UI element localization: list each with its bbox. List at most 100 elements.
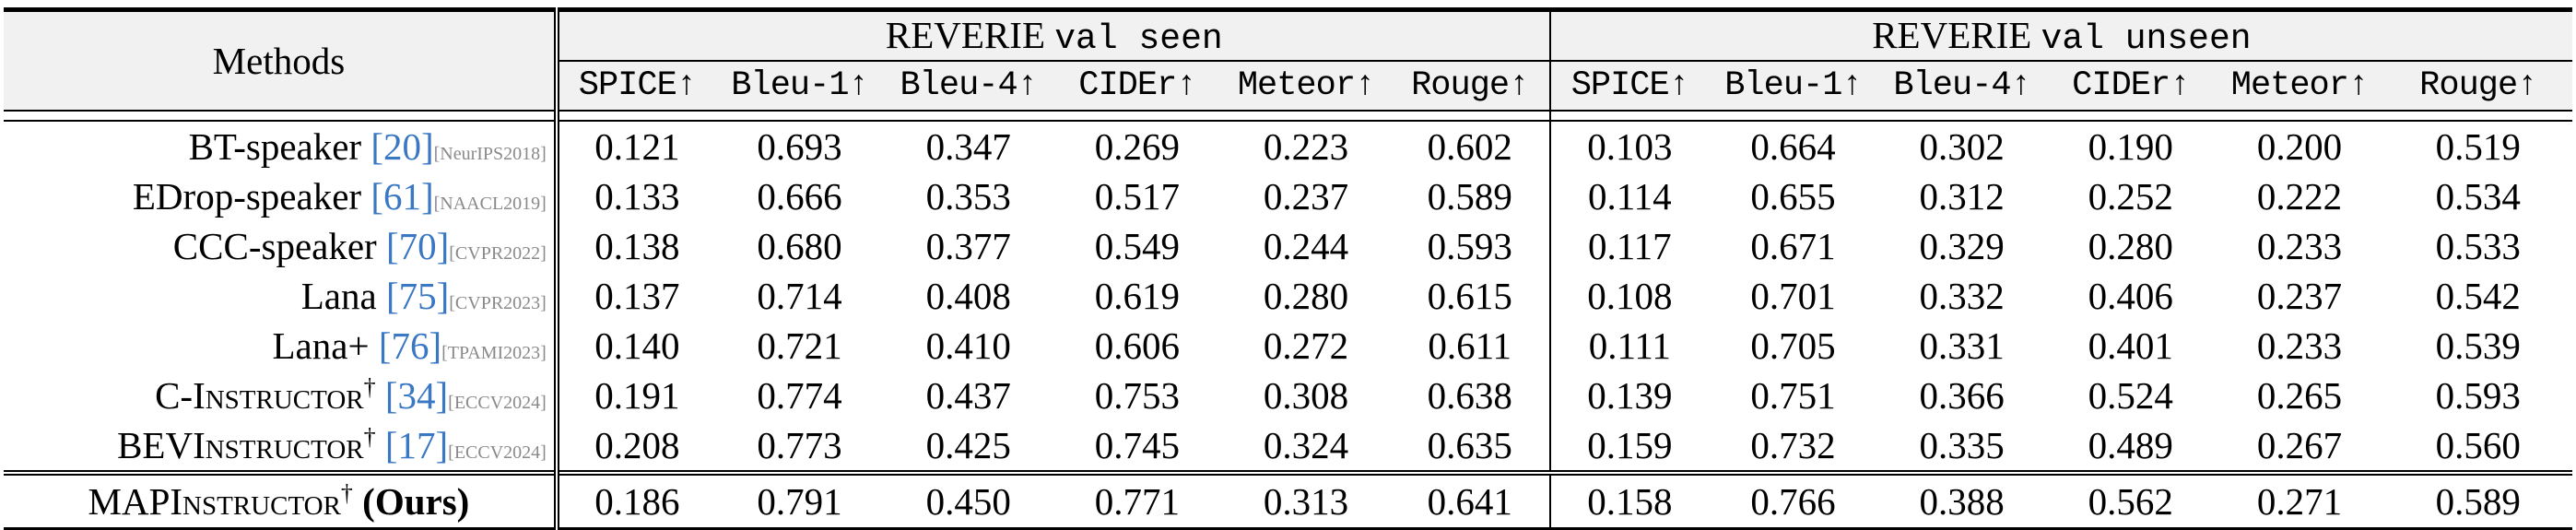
value-cell-ours-seen-1: 0.791 xyxy=(714,470,885,530)
value-cell-seen-2: 0.353 xyxy=(925,175,1011,218)
value-cell-seen-1: 0.680 xyxy=(757,225,842,267)
method-name: EDrop-speaker xyxy=(132,175,362,218)
value-cell-unseen-2: 0.312 xyxy=(1919,175,2005,218)
value-cell-ours-unseen-4: 0.271 xyxy=(2215,470,2384,530)
value-cell-unseen-3: 0.280 xyxy=(2088,225,2173,267)
value-cell-unseen-4: 0.233 xyxy=(2256,225,2343,267)
method-name: BT-speaker xyxy=(188,125,362,168)
method-name: Lana+ xyxy=(272,324,370,367)
citation-link: [34] xyxy=(384,374,449,417)
value-cell-unseen-4: 0.200 xyxy=(2256,125,2343,168)
table-row: BEVInstructor† [17][ECCV2024] 0.208 0.773 0… xyxy=(4,420,2572,473)
separator-cell xyxy=(556,110,715,122)
ours-tag: (Ours) xyxy=(362,480,470,523)
citation-link: [70] xyxy=(385,225,450,267)
metric-header-seen-4: Meteor↑ xyxy=(1221,60,1391,111)
header-separator xyxy=(4,110,2572,122)
value-cell-unseen-5: 0.534 xyxy=(2435,175,2521,218)
header-row-groups: Methods REVERIE val seen REVERIE val uns… xyxy=(4,7,2572,111)
separator-cell xyxy=(1877,110,2047,122)
table-row: CCC-speaker [70][CVPR2022] 0.138 0.680 0.37… xyxy=(4,221,2572,271)
value-cell-seen-0: 0.140 xyxy=(594,324,680,367)
value-cell-seen-5: 0.635 xyxy=(1427,424,1512,466)
value-cell-seen-3: 0.269 xyxy=(1094,125,1180,168)
value-cell-seen-1: 0.721 xyxy=(757,324,842,367)
separator-cell xyxy=(884,110,1053,122)
venue-label: [NeurIPS2018] xyxy=(433,144,547,164)
method-name: CCC-speaker xyxy=(172,225,377,267)
value-cell-unseen-2: 0.302 xyxy=(1919,125,2005,168)
value-cell-unseen-1: 0.705 xyxy=(1750,324,1836,367)
method-cell: Lana [75][CVPR2023] xyxy=(4,271,559,321)
value-cell-unseen-1: 0.664 xyxy=(1750,125,1836,168)
value-cell-seen-3: 0.619 xyxy=(1094,275,1180,317)
value-cell-unseen-5: 0.519 xyxy=(2435,125,2521,168)
value-cell-unseen-3: 0.190 xyxy=(2088,125,2173,168)
value-cell-unseen-0: 0.159 xyxy=(1548,420,1709,473)
value-cell-seen-5: 0.615 xyxy=(1427,275,1512,317)
citation-link: [61] xyxy=(371,175,434,218)
value-cell-ours-unseen-3: 0.562 xyxy=(2046,470,2216,530)
citation-link: [17] xyxy=(384,424,449,466)
value-cell-seen-3: 0.753 xyxy=(1094,374,1180,417)
metric-header-unseen-5: Rouge↑ xyxy=(2383,60,2572,111)
results-table-container: Methods REVERIE val seen REVERIE val uns… xyxy=(4,7,2572,530)
value-cell-unseen-1: 0.751 xyxy=(1750,374,1836,417)
venue-label: [ECCV2024] xyxy=(448,442,547,463)
metric-header-unseen-3: CIDEr↑ xyxy=(2046,60,2216,111)
separator-cell xyxy=(1221,110,1391,122)
value-cell-unseen-1: 0.655 xyxy=(1750,175,1836,218)
table-row: Lana+ [76][TPAMI2023] 0.140 0.721 0.410 0.60… xyxy=(4,321,2572,371)
value-cell-seen-5: 0.602 xyxy=(1427,125,1512,168)
metric-header-seen-2: Bleu-4↑ xyxy=(884,60,1053,111)
value-cell-unseen-2: 0.331 xyxy=(1919,324,2005,367)
metric-header-unseen-0: SPICE↑ xyxy=(1548,60,1709,111)
value-cell-ours-seen-0: 0.186 xyxy=(556,470,715,530)
value-cell-unseen-0: 0.114 xyxy=(1548,171,1709,221)
metric-header-unseen-4: Meteor↑ xyxy=(2215,60,2384,111)
separator-cell xyxy=(1548,110,1709,122)
venue-label: [CVPR2023] xyxy=(449,293,547,313)
value-cell-unseen-2: 0.335 xyxy=(1919,424,2005,466)
value-cell-seen-1: 0.714 xyxy=(757,275,842,317)
group-seen-split: val seen xyxy=(1054,19,1223,59)
method-name: MAPInstructor xyxy=(88,480,341,523)
value-cell-unseen-0: 0.108 xyxy=(1548,271,1709,321)
group-header-val-seen: REVERIE val seen xyxy=(556,7,1550,61)
method-name: Lana xyxy=(300,275,377,317)
value-cell-seen-3: 0.549 xyxy=(1094,225,1180,267)
value-cell-seen-3: 0.606 xyxy=(1094,324,1180,367)
table-row: BT-speaker [20][NeurIPS2018] 0.121 0.693 0.… xyxy=(4,121,2572,171)
value-cell-seen-4: 0.244 xyxy=(1263,225,1349,267)
value-cell-seen-5: 0.611 xyxy=(1428,324,1512,367)
separator-cell xyxy=(1708,110,1878,122)
method-cell: Lana+ [76][TPAMI2023] xyxy=(4,321,559,371)
value-cell-unseen-5: 0.539 xyxy=(2435,324,2521,367)
method-name: C-Instructor xyxy=(155,374,364,417)
metric-header-unseen-1: Bleu-1↑ xyxy=(1708,60,1878,111)
value-cell-ours-seen-4: 0.313 xyxy=(1221,470,1391,530)
value-cell-seen-1: 0.773 xyxy=(757,424,842,466)
group-seen-prefix: REVERIE xyxy=(885,14,1045,56)
value-cell-seen-5: 0.589 xyxy=(1427,175,1512,218)
table-row: C-Instructor† [34][ECCV2024] 0.191 0.774 0.… xyxy=(4,371,2572,420)
value-cell-ours-seen-3: 0.771 xyxy=(1053,470,1222,530)
dagger-mark: † xyxy=(363,373,376,401)
method-name-smallcaps: Instructor xyxy=(193,374,364,417)
group-unseen-split: val unseen xyxy=(2041,19,2252,59)
value-cell-unseen-4: 0.222 xyxy=(2256,175,2343,218)
metric-header-seen-1: Bleu-1↑ xyxy=(714,60,885,111)
value-cell-seen-1: 0.774 xyxy=(757,374,842,417)
value-cell-unseen-3: 0.524 xyxy=(2088,374,2173,417)
separator-cell xyxy=(4,110,559,122)
method-name-smallcaps: Instructor xyxy=(193,424,364,466)
value-cell-seen-0: 0.191 xyxy=(594,374,680,417)
header-row-metrics: SPICE↑ Bleu-1↑ Bleu-4↑ CIDEr↑ Meteor↑ Rouge↑ S… xyxy=(4,60,2572,111)
value-cell-seen-2: 0.410 xyxy=(925,324,1011,367)
method-cell-ours: MAPInstructor† (Ours) xyxy=(4,470,559,530)
value-cell-seen-4: 0.237 xyxy=(1263,175,1349,218)
separator-cell xyxy=(2215,110,2384,122)
separator-cell xyxy=(1390,110,1550,122)
value-cell-seen-5: 0.638 xyxy=(1427,374,1512,417)
value-cell-ours-unseen-5: 0.589 xyxy=(2383,470,2572,530)
